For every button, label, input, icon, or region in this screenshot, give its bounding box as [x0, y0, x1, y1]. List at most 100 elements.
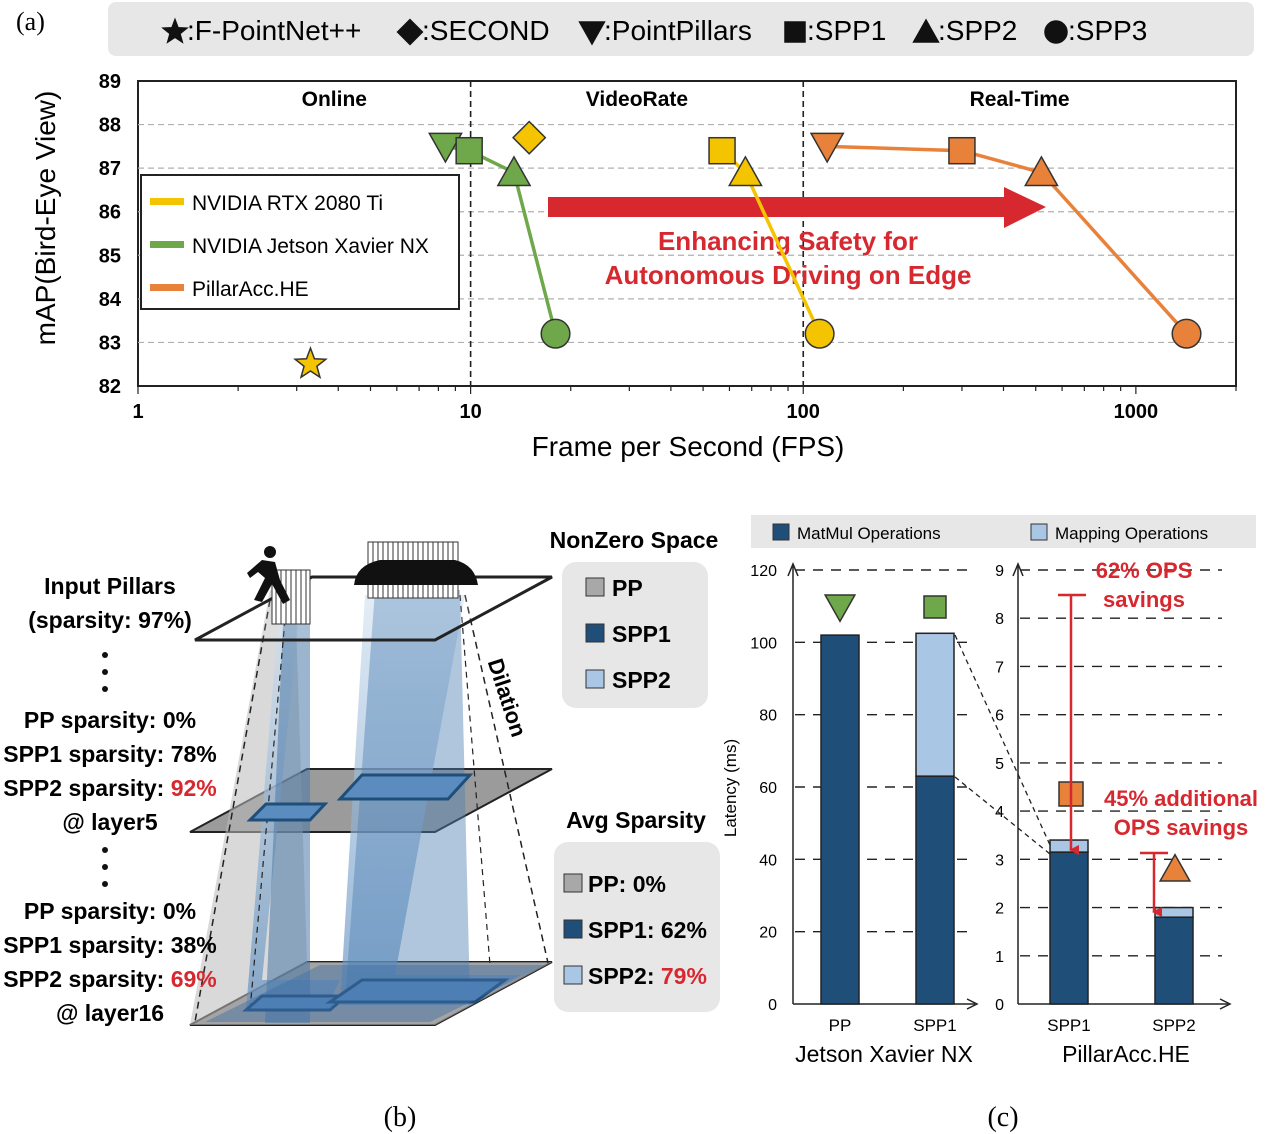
y-tick-label-c: 100 — [750, 635, 777, 652]
dashed-inner-right — [459, 594, 491, 966]
sparsity-line: PP sparsity: 0% — [24, 898, 196, 924]
sparsity-line: SPP2 sparsity: 92% — [3, 775, 217, 801]
y-tick-label-c: 7 — [995, 659, 1004, 676]
avg-swatch — [563, 919, 583, 939]
savings-text-62: savings — [1103, 587, 1185, 612]
patch-l5-right — [336, 773, 474, 801]
y-tick-label: 88 — [99, 115, 121, 137]
legend-label-triangle-up: :SPP2 — [938, 15, 1017, 46]
sparsity-line: @ layer5 — [62, 809, 158, 835]
hw-legend-swatch — [150, 241, 184, 248]
x-tick-label: 10 — [459, 401, 481, 423]
group-label-jetson: Jetson Xavier NX — [795, 1041, 973, 1067]
sparsity-text: SPP2 sparsity: — [3, 966, 170, 992]
data-point-diamond — [512, 120, 547, 155]
latency-legend-label: Mapping Operations — [1055, 524, 1208, 543]
bar-mapping — [915, 632, 955, 777]
avg-text: SPP1: 62% — [588, 917, 707, 943]
data-point-circle — [1171, 318, 1202, 349]
top-legend-box — [108, 2, 1254, 56]
x-tick-label-c: SPP2 — [1152, 1016, 1195, 1035]
sparsity-text: @ layer5 — [62, 809, 158, 835]
x-tick-label-c: PP — [829, 1016, 852, 1035]
avg-highlight: 79% — [661, 963, 707, 989]
vertical-dots-1 — [102, 652, 108, 692]
panel-label-c: (c) — [987, 1102, 1018, 1133]
y-tick-label-c: 40 — [759, 852, 777, 869]
legend-marker-star — [161, 17, 189, 44]
data-point-star — [293, 345, 328, 379]
sparsity-text: SPP1 sparsity: 78% — [3, 741, 217, 767]
y-tick-label-c: 2 — [995, 901, 1004, 918]
y-tick-label-c: 0 — [995, 997, 1004, 1014]
region-labels: Online VideoRate Real-Time — [302, 88, 1070, 111]
latency-legend-label: MatMul Operations — [797, 524, 941, 543]
legend-label-square: :SPP1 — [807, 15, 886, 46]
series-a — [293, 120, 1202, 379]
series-line — [827, 144, 1188, 335]
sparsity-line: SPP1 sparsity: 78% — [3, 741, 217, 767]
y-tick-label-c: 20 — [759, 925, 777, 942]
bar-mapping — [1154, 906, 1194, 918]
axis-ticks-a: 82 83 84 85 86 87 88 89 1 10 100 1000 — [99, 71, 1158, 423]
data-point-triangle-down — [809, 132, 845, 164]
avg-sparsity-title: Avg Sparsity — [566, 807, 706, 833]
data-point-square — [948, 136, 976, 165]
y-tick-label: 85 — [99, 245, 121, 267]
y-axis-label-c: Latency (ms) — [721, 739, 740, 837]
savings-text-45: 45% additional — [1104, 786, 1258, 811]
avg-text: PP: 0% — [588, 871, 666, 897]
data-point-triangle-down — [428, 132, 463, 164]
connector-line — [954, 776, 1051, 855]
nonzero-swatch — [585, 577, 605, 597]
x-axis-arrow — [966, 998, 979, 1010]
nonzero-label: SPP1 — [612, 621, 671, 647]
data-point-square — [708, 136, 736, 165]
hw-legend-label: NVIDIA Jetson Xavier NX — [192, 235, 429, 258]
latency-legend-swatch — [772, 523, 790, 541]
region-label: VideoRate — [586, 88, 688, 111]
data-point-triangle-up — [727, 155, 763, 187]
top-legend: :F-PointNet++:SECOND:PointPillars:SPP1:S… — [161, 15, 1147, 46]
y-tick-label-c: 1 — [995, 949, 1004, 966]
bar-matmul — [1154, 916, 1194, 1005]
legend-marker-triangle-down — [578, 21, 606, 46]
sparsity-line: SPP1 sparsity: 38% — [3, 932, 217, 958]
avg-swatch — [563, 965, 583, 985]
dilation-label: Dilation — [483, 655, 532, 739]
nonzero-title: NonZero Space — [550, 527, 719, 553]
bar-matmul — [820, 634, 860, 1005]
hw-legend-swatch — [150, 284, 184, 291]
legend-label-star: :F-PointNet++ — [187, 15, 361, 46]
y-tick-label-c: 0 — [768, 997, 777, 1014]
patch-l16-shade — [205, 965, 545, 1022]
sparsity-line: SPP2 sparsity: 69% — [3, 966, 217, 992]
x-tick-label-c: SPP1 — [913, 1016, 956, 1035]
sparsity-highlight: 92% — [171, 775, 217, 801]
pedestrian-icon — [247, 546, 290, 604]
beam-left-core — [265, 580, 310, 1023]
sparsity-line: @ layer16 — [56, 1000, 164, 1026]
bar-marker-square — [923, 595, 947, 619]
sparsity-highlight: 69% — [171, 966, 217, 992]
y-tick-label-c: 9 — [995, 563, 1004, 580]
legend-marker-circle — [1044, 20, 1068, 44]
avg-sparsity-box — [554, 842, 720, 1012]
data-point-triangle-up — [1024, 155, 1059, 187]
hw-legend-label: NVIDIA RTX 2080 Ti — [192, 192, 383, 215]
bar-mapping — [1049, 839, 1089, 853]
avg-sparsity-legend: PP: 0% SPP1: 62% SPP2: 79% — [563, 871, 707, 989]
avg-label: PP: 0% — [588, 871, 666, 897]
latency-chart: 020406080100120PPSPP10123456789SPP1SPP2 — [750, 562, 1232, 1035]
avg-label: SPP2: 79% — [588, 963, 707, 989]
safety-arrow — [548, 187, 1046, 228]
sparsity-text: PP sparsity: 0% — [24, 898, 196, 924]
y-axis-label-a: mAP(Bird-Eye View) — [30, 91, 61, 346]
bar-marker-triangle-down — [823, 594, 857, 623]
legend-marker-triangle-up — [912, 18, 940, 43]
y-tick-label-c: 3 — [995, 852, 1004, 869]
series-line — [445, 144, 558, 335]
y-tick-label-c: 120 — [750, 563, 777, 580]
y-tick-label: 89 — [99, 71, 121, 93]
legend-marker-diamond — [396, 18, 424, 46]
